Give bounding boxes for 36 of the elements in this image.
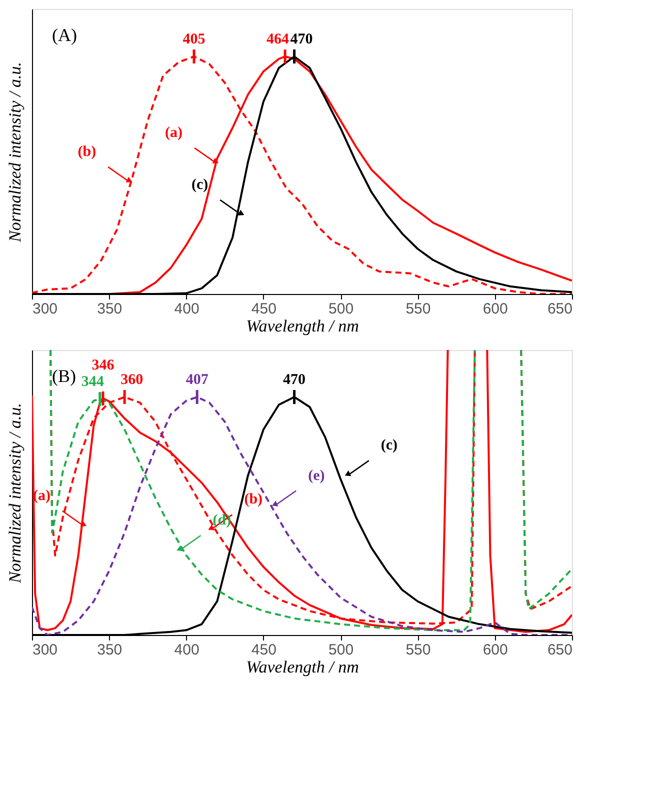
x-tick-label: 650 [547, 642, 572, 658]
y-axis-title: Normalized intensity / a.u. [6, 62, 24, 243]
annotation: 407 [186, 372, 209, 388]
x-axis-title: Wavelength / nm [246, 658, 359, 676]
y-axis-title: Normalized intensity / a.u. [6, 403, 24, 584]
x-tick-label: 350 [97, 642, 122, 658]
x-tick-label: 300 [32, 300, 58, 318]
annotation: (a) [165, 124, 183, 141]
x-tick-label: 300 [32, 642, 58, 658]
x-tick-label: 650 [547, 300, 572, 318]
annotation: 405 [182, 32, 206, 48]
x-tick-label: 550 [406, 300, 431, 318]
annotation: 346 [92, 357, 115, 374]
annotation: 344 [81, 374, 104, 390]
text: (A) [52, 25, 77, 45]
annotation: 464 [266, 32, 290, 48]
annotation: (c) [380, 438, 398, 454]
annotation: (e) [308, 468, 325, 484]
annotation: (b) [78, 144, 96, 160]
annotation: (b) [244, 492, 263, 508]
x-tick-label: 450 [251, 642, 276, 658]
annotation: 360 [120, 372, 144, 388]
x-axis-title: Wavelength / nm [246, 316, 359, 336]
x-tick-label: 450 [251, 300, 276, 318]
x-tick-label: 350 [97, 300, 122, 318]
annotation: 470 [283, 372, 306, 388]
x-tick-label: 600 [482, 300, 508, 318]
x-tick-label: 400 [174, 642, 200, 658]
x-tick-label: 400 [174, 300, 200, 318]
x-tick-label: 550 [406, 642, 431, 658]
annotation: (B) [52, 366, 76, 386]
x-tick-label: 500 [328, 300, 354, 318]
annotation: 470 [290, 32, 313, 48]
x-tick-label: 500 [328, 642, 354, 658]
x-tick-label: 600 [482, 642, 508, 658]
annotation: (c) [191, 176, 208, 193]
